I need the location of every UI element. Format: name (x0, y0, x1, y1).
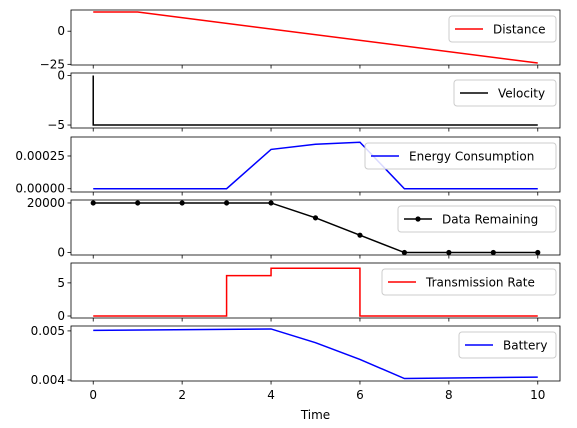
chart-panel-2: 0 −5 Velocity (47, 68, 561, 132)
y-tick-label: −5 (47, 118, 65, 132)
y-tick-label: 0.00000 (15, 182, 65, 196)
legend-box (397, 205, 557, 233)
x-tick-label: 10 (530, 388, 545, 402)
y-tick-label: 5 (57, 276, 65, 290)
legend-box (448, 15, 557, 43)
x-tick-label: 8 (445, 388, 453, 402)
series-line-battery (93, 328, 538, 380)
chart-panel-3: 0.00025 0.00000 Energy Consumption (15, 136, 561, 196)
data-point (446, 249, 452, 256)
series-line-energy-consumption (93, 141, 538, 190)
data-point (535, 249, 541, 256)
legend-label: Transmission Rate (425, 276, 535, 290)
legend-box (453, 79, 557, 107)
data-point (401, 249, 408, 256)
x-axis-label: Time (300, 408, 330, 422)
data-point (223, 200, 230, 206)
y-tick-label: 0 (57, 246, 65, 260)
data-point (268, 200, 274, 206)
legend-label: Energy Consumption (409, 150, 534, 164)
y-tick-label: 20000 (27, 196, 65, 210)
legend-label: Velocity (498, 87, 545, 101)
x-tick-label: 4 (267, 388, 275, 402)
series-line-transmission-rate (93, 267, 538, 317)
y-tick-label: 0.00025 (15, 149, 65, 163)
y-tick-label: 0 (57, 24, 65, 38)
x-tick-label: 2 (178, 388, 186, 402)
data-point (490, 249, 496, 256)
legend-label: Distance (493, 23, 545, 37)
legend-box (458, 331, 557, 359)
chart-panel-6: 0.005 0.004 0 2 4 6 8 10 Time Battery (31, 324, 561, 422)
data-point (135, 200, 141, 206)
legend-label: Battery (503, 339, 547, 353)
y-tick-label: 0 (57, 68, 65, 82)
y-tick-label: −25 (40, 57, 65, 71)
data-point (312, 215, 319, 221)
y-tick-label: 0.004 (31, 373, 65, 387)
y-tick-label: 0 (57, 309, 65, 323)
series-line-distance (93, 11, 538, 64)
legend-marker (415, 216, 421, 222)
data-point (90, 200, 96, 206)
data-point (357, 232, 363, 238)
data-point (179, 200, 185, 206)
legend-label: Data Remaining (442, 213, 538, 227)
chart-panel-4: 20000 0 Data Remaining (27, 196, 561, 260)
x-tick-label: 0 (89, 388, 97, 402)
chart-panel-1: 0 −25 Distance (40, 9, 561, 71)
legend-box (381, 268, 557, 296)
chart-panel-5: 5 0 Transmission Rate (57, 262, 561, 323)
legend-box (364, 142, 557, 170)
y-tick-label: 0.005 (31, 324, 65, 338)
x-tick-label: 6 (356, 388, 364, 402)
series-line-velocity (92, 75, 538, 126)
